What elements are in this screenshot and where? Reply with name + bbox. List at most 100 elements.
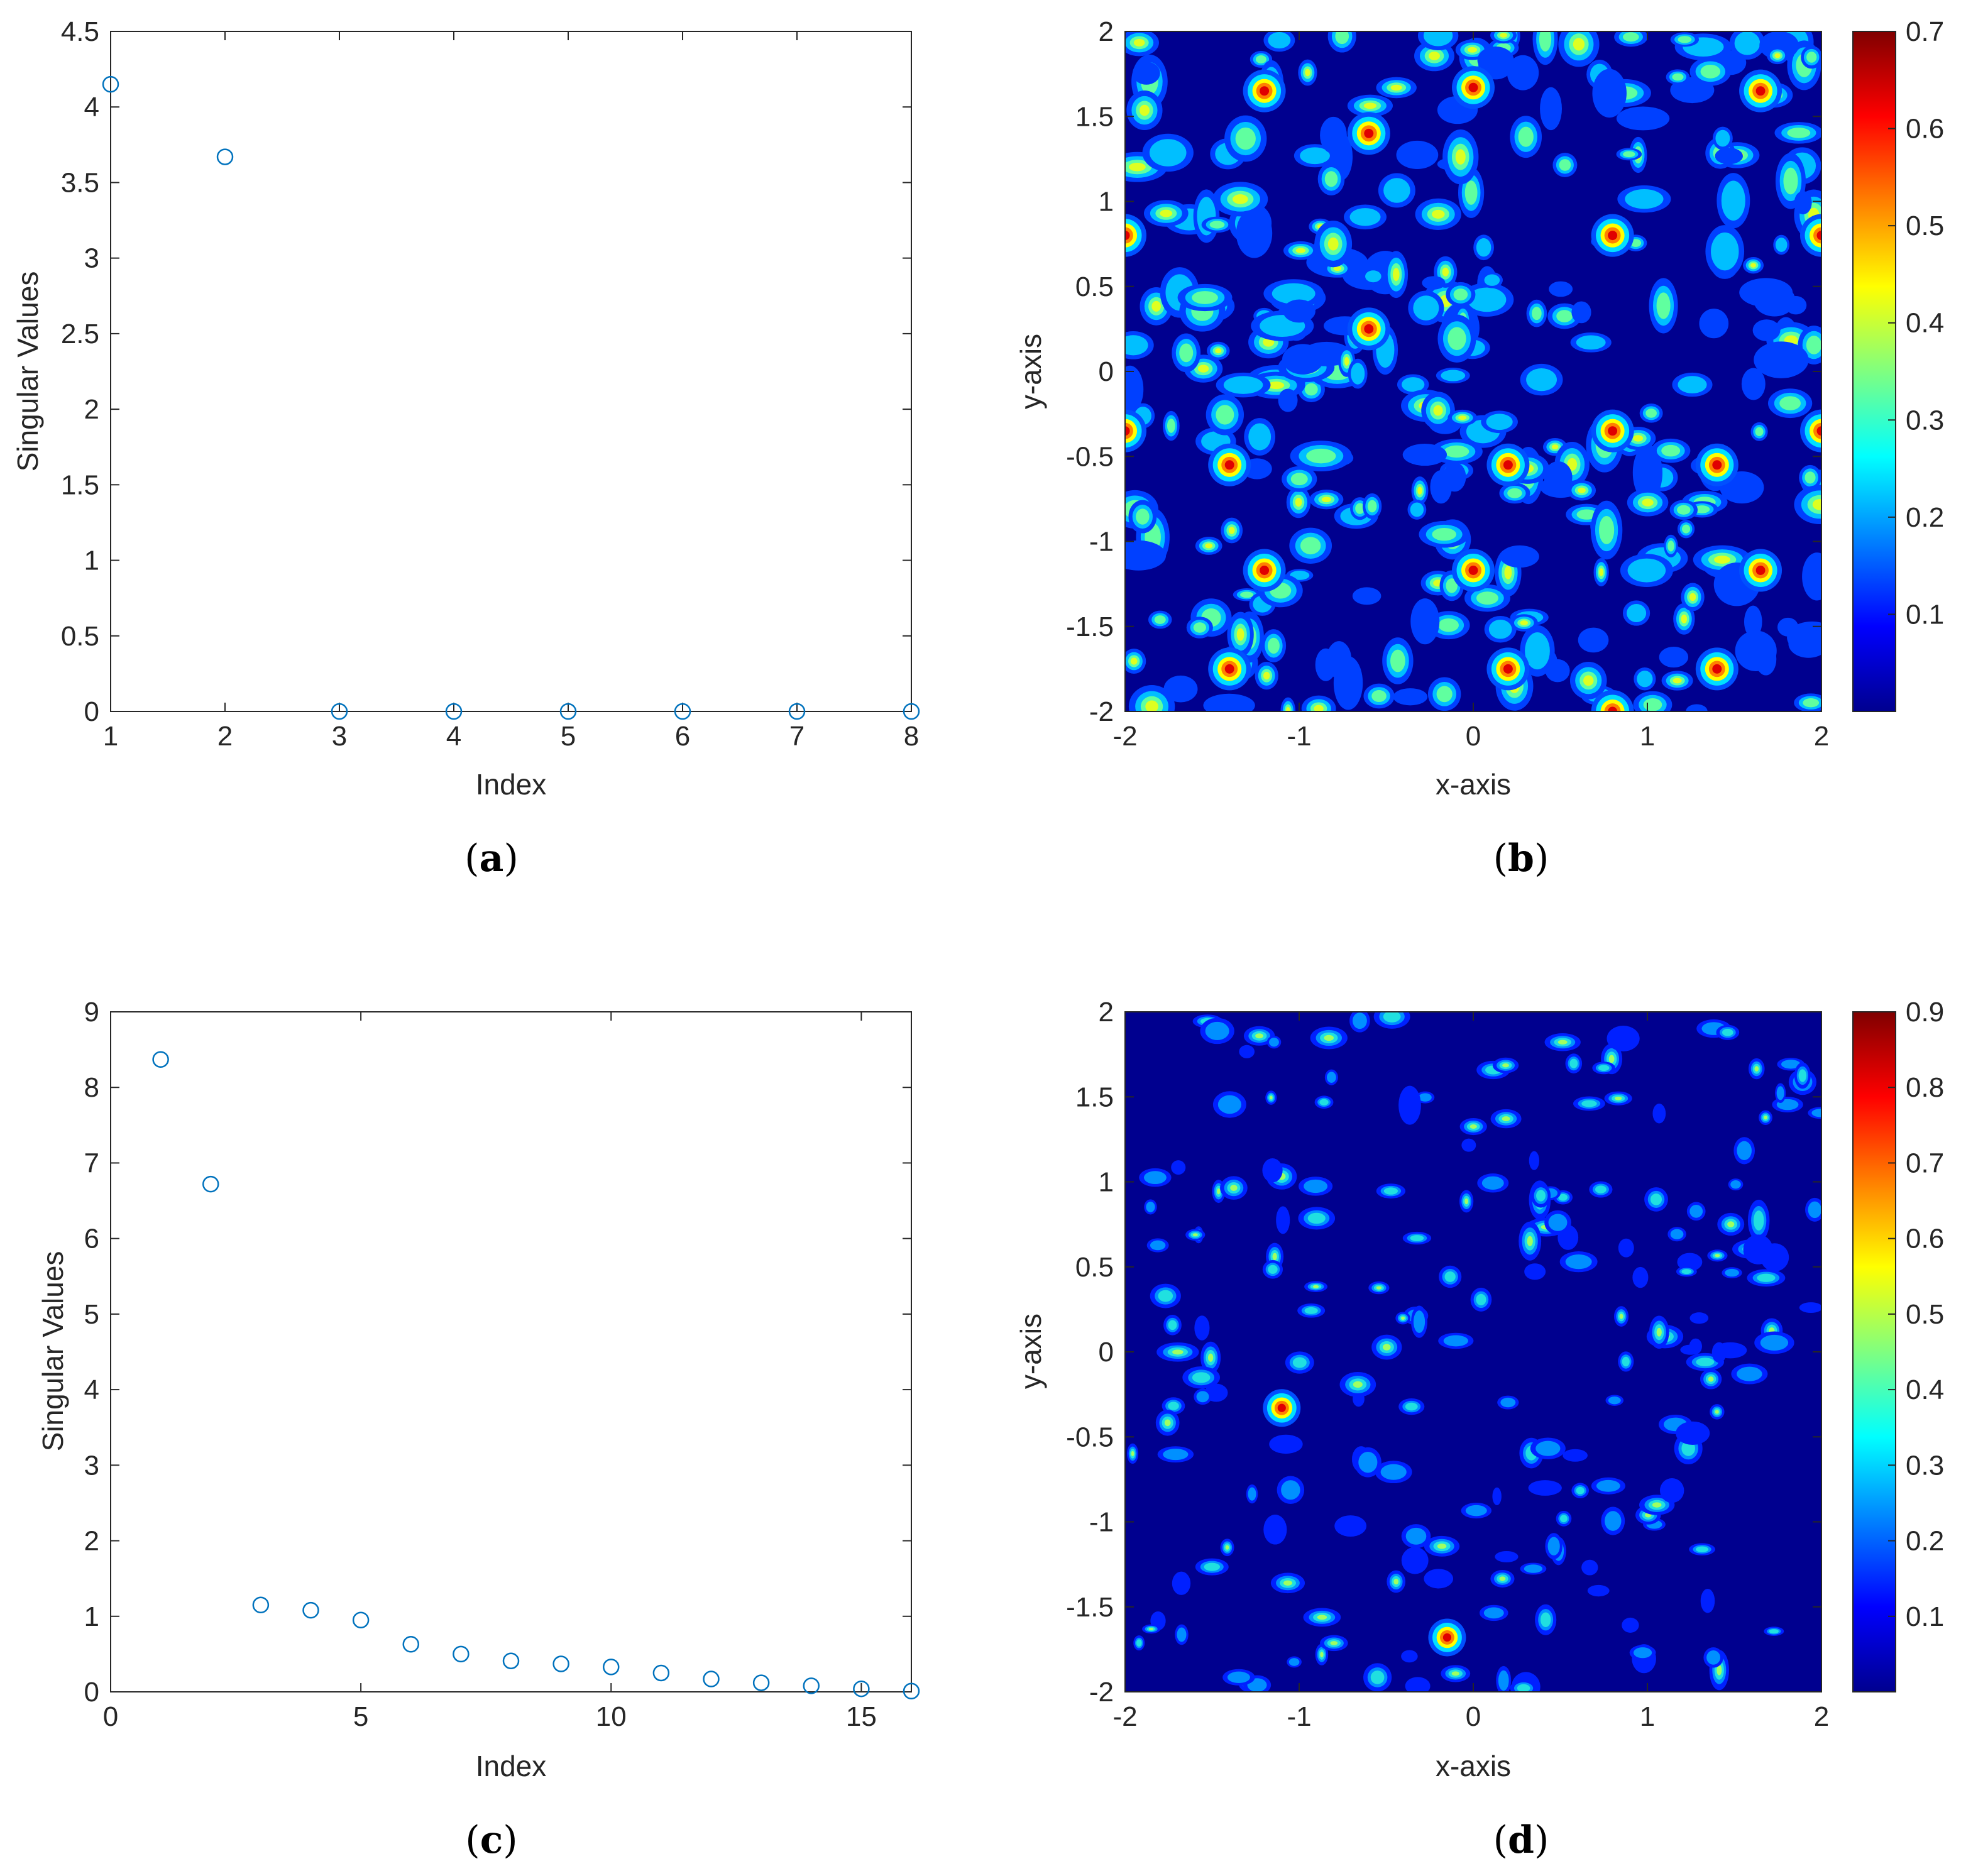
contour-blob [1643,698,1662,711]
contour-blob [1148,1628,1154,1630]
contour-blob [1320,116,1347,154]
contour-blob [1678,36,1692,43]
contour-blob [1571,301,1591,324]
data-point [216,148,234,165]
contour-blob [1413,295,1439,321]
colorbar-tick-label: 0.7 [1906,1148,1944,1178]
contour-blob [1682,524,1691,534]
contour-blob [1659,1478,1684,1503]
y-tick-label-c: 2 [84,1526,99,1557]
contour-blob [1469,1124,1477,1129]
contour-blob [1464,1198,1469,1205]
contour-peak [1503,460,1513,470]
contour-blob [1236,208,1273,258]
y-tick-label-d: -2 [1089,1677,1114,1708]
contour-blob [1300,147,1330,165]
contour-peak [1224,664,1234,674]
contour-blob [1436,686,1453,703]
contour-blob [1806,336,1821,354]
y-tick-label-d: 0 [1099,1337,1114,1368]
contour-blob [1283,1580,1293,1586]
y-tick-label-b: 0.5 [1075,272,1114,302]
contour-blob [1383,178,1410,203]
contour-blob [1689,593,1696,601]
contour-blob [1558,1193,1568,1201]
contour-blob [1734,31,1761,55]
contour-blob [1461,1138,1476,1152]
data-point [402,1636,419,1653]
data-point [903,1682,920,1700]
data-point [559,703,577,720]
y-tick-label-b: 1.5 [1075,101,1114,132]
contour-blob [1752,319,1781,341]
contour-blob [1528,1480,1562,1496]
contour-blob [1715,1254,1720,1258]
contour-blob [1559,159,1571,171]
colorbar-tick-label: 0.5 [1906,1299,1944,1330]
contour-blob [1240,591,1254,598]
contour-blob [1132,62,1160,85]
x-tick-label-a: 4 [446,721,461,752]
contour-blob [1502,1116,1510,1122]
contour-blob [1677,505,1691,515]
contour-blob [1526,368,1557,392]
contour-blob [1432,209,1445,219]
contour-blob [1290,473,1308,486]
contour-blob [1783,167,1798,195]
contour-blob [1168,1320,1177,1330]
contour-blob [1235,127,1256,150]
contour-blob [1225,1545,1229,1550]
series-a [102,75,920,720]
contour-blob [1410,1235,1424,1241]
contour-blob [1808,1201,1821,1219]
contour-blob [1154,615,1166,624]
contour-blob [1465,1505,1487,1517]
contour-blob [1351,363,1365,385]
contour-blob [1757,1273,1776,1282]
contour-blob [1686,704,1708,711]
x-tick-label-d: 2 [1814,1701,1829,1732]
contour-blob [1447,327,1466,351]
y-tick-label-c: 4 [84,1374,99,1405]
contour-blob [1344,356,1349,366]
contour-blob [1540,1612,1551,1627]
colorbar-tick-label: 0.1 [1906,599,1944,630]
contour-blob [1730,1180,1741,1189]
contour-blob [1764,1116,1767,1120]
x-tick-label-d: -2 [1112,1701,1137,1732]
contour-blob [1623,151,1635,158]
contour-blob [1599,568,1604,576]
contour-blob [1334,1515,1367,1537]
contour-blob [1327,1072,1336,1083]
contour-blob [1737,1366,1762,1381]
contour-blob [1327,237,1339,251]
contour-blob [1262,1158,1283,1183]
contour-blob [1622,32,1639,42]
panel-label-c: (c) [465,1818,517,1862]
contour-peak [1816,231,1821,241]
y-tick-label-a: 4 [84,92,99,123]
contour-blob [1353,1381,1363,1388]
contour-peak [1712,664,1722,674]
x-tick-label-a: 7 [789,721,805,752]
contour-blob [1504,566,1512,579]
panel-label-d: (d) [1493,1818,1549,1862]
contour-blob [1483,1607,1504,1619]
x-tick-label-a: 8 [904,721,919,752]
contour-blob [1401,1650,1418,1663]
contour-blob [1754,1066,1759,1072]
contour-blob [1233,194,1248,204]
contour-blob [1401,1547,1429,1574]
contour-blob [1136,1639,1142,1647]
contour-blob [1150,1240,1166,1251]
contour-blob [1802,552,1821,601]
contour-blob [1444,1271,1456,1282]
contour-blob [1717,1665,1722,1676]
contour-blob [1507,55,1539,91]
contour-blob [1305,69,1310,77]
contour-blob [1524,1263,1546,1280]
x-tick-label-b: -2 [1112,721,1137,752]
contour-blob [1441,370,1466,381]
data-point [202,1175,219,1193]
colorbar-tick-label: 0.4 [1906,1374,1944,1405]
